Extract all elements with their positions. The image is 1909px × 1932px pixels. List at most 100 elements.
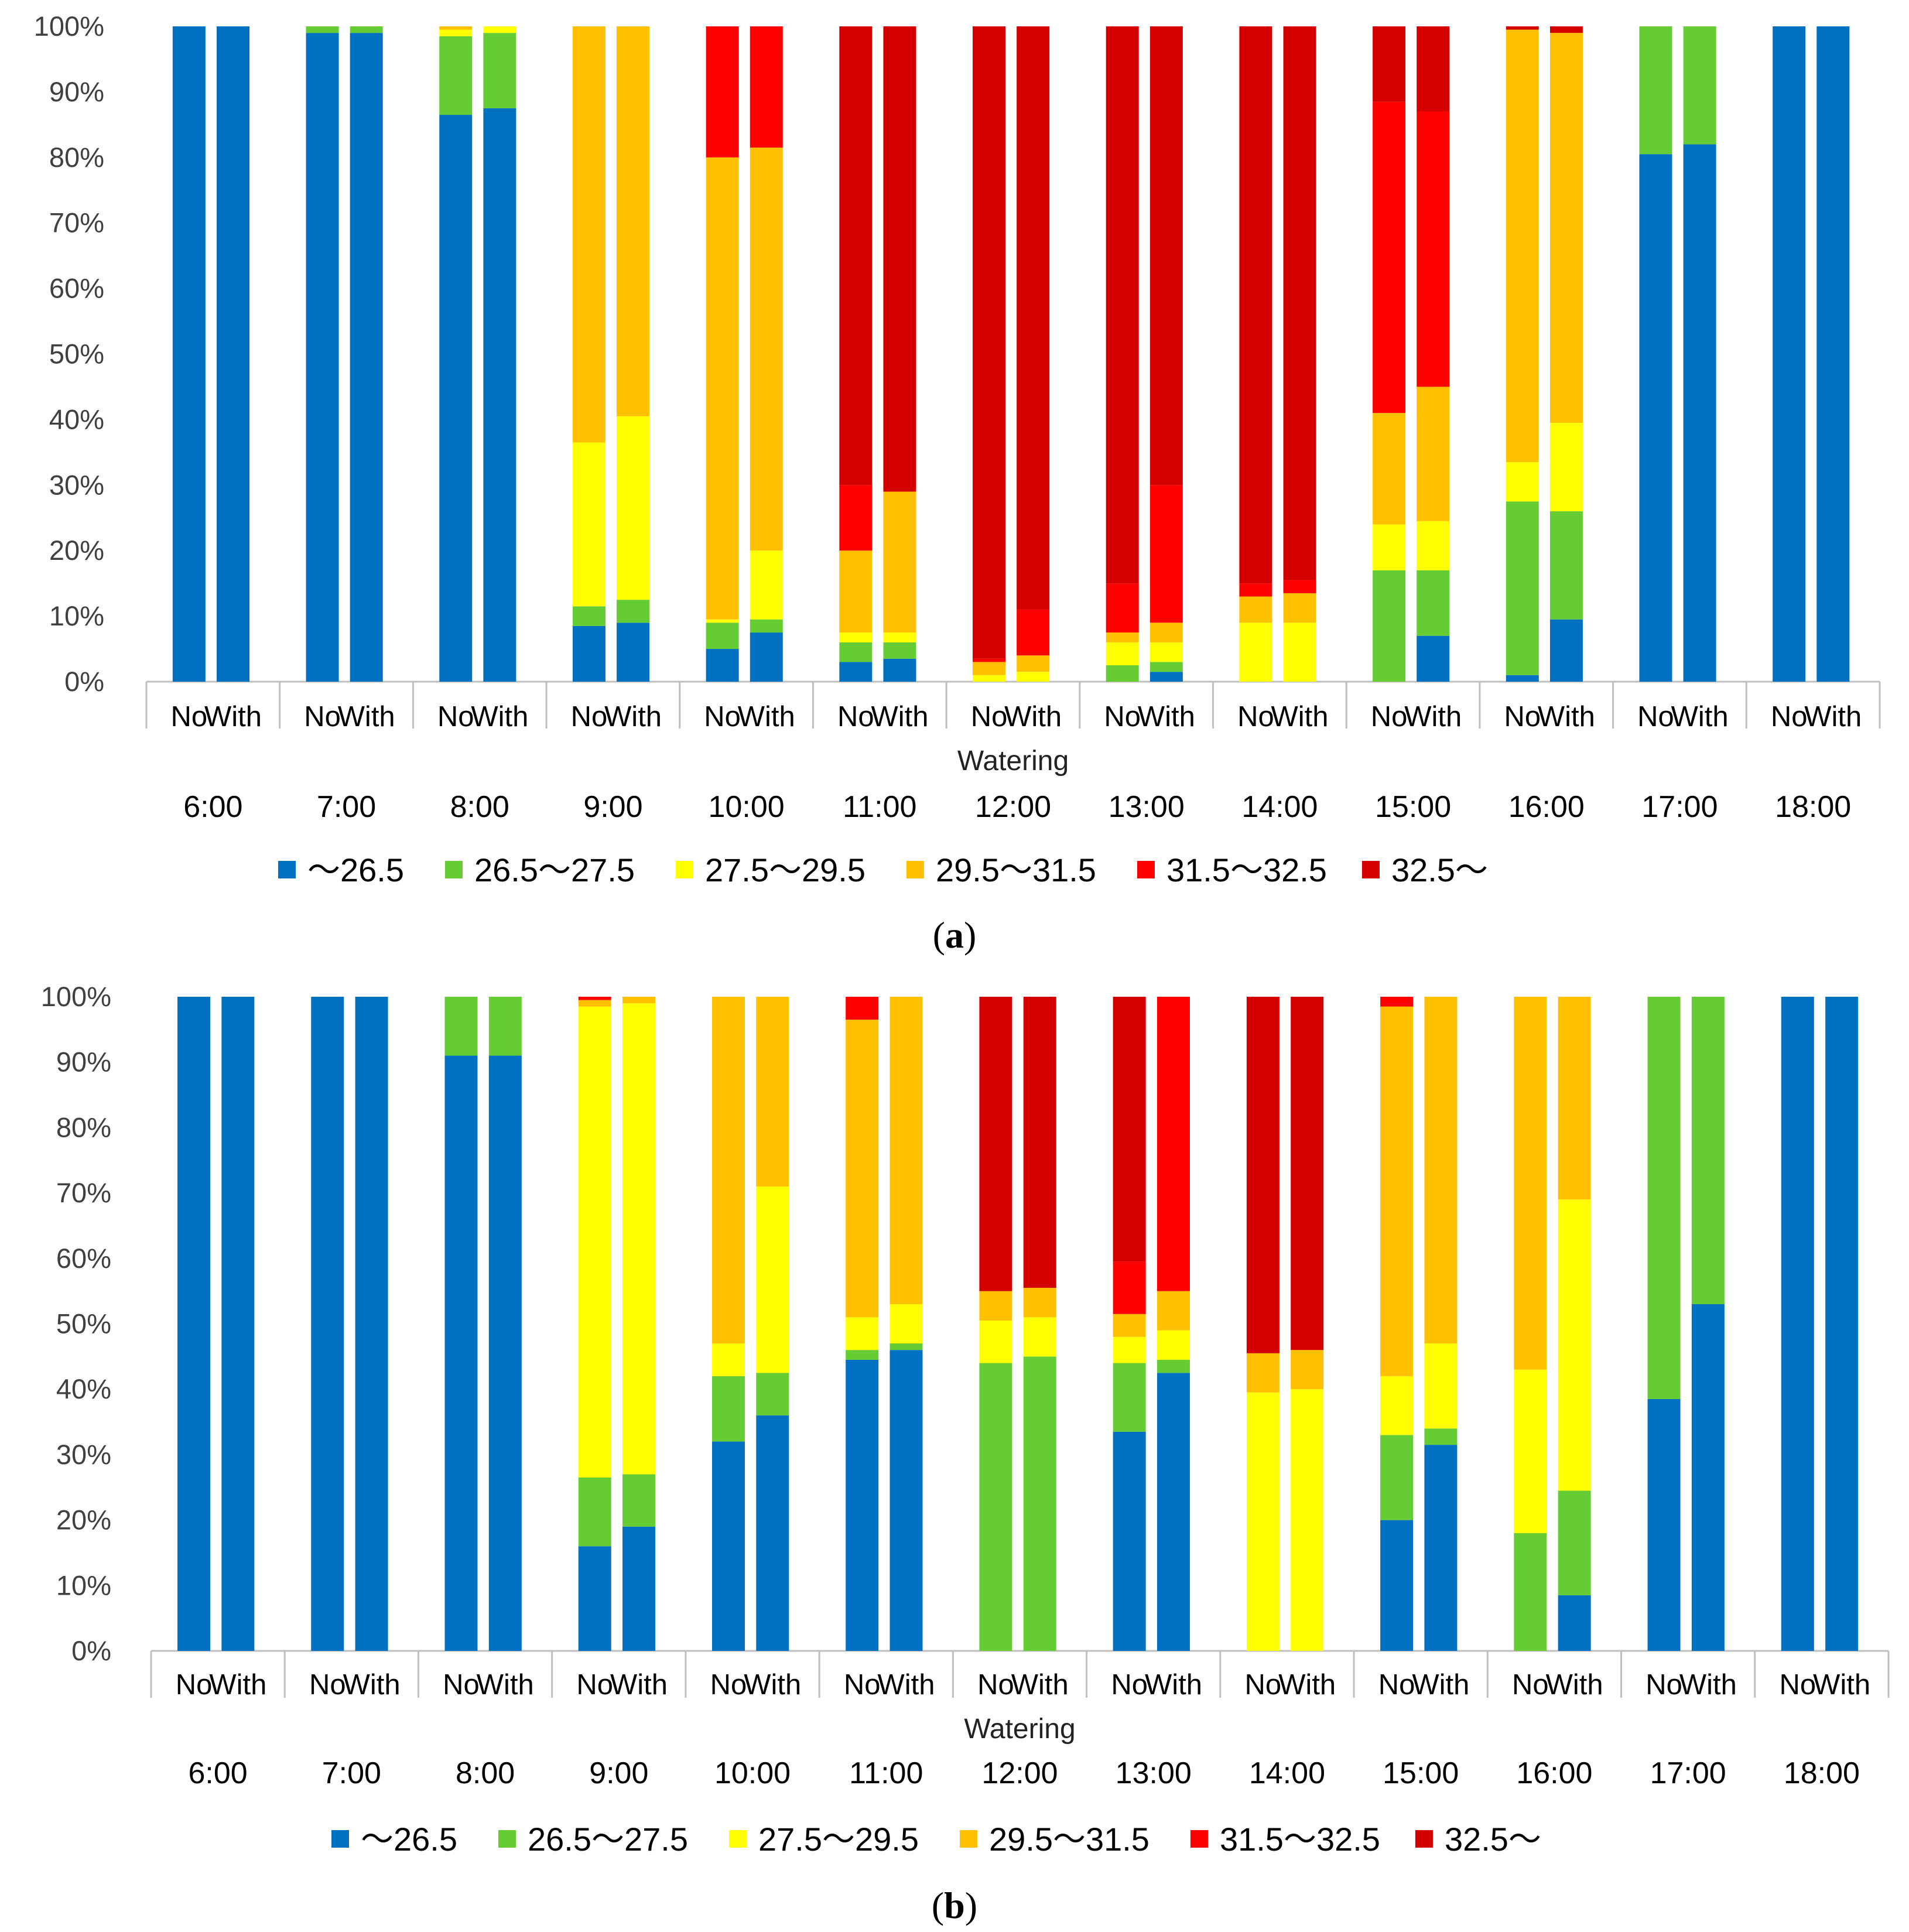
bar-segment-12:00-No-s5 <box>973 26 1006 659</box>
bar-segment-15:00-With-s5 <box>1417 26 1450 112</box>
bar-segment-8:00-No-s3 <box>439 26 473 30</box>
y-tick-label: 60% <box>56 1243 111 1274</box>
group-label: 10:00 <box>709 790 785 824</box>
bar-segment-16:00-With-s0 <box>1558 1595 1591 1651</box>
bar-segment-17:00-With-s0 <box>1691 1304 1725 1651</box>
legend-label: 29.5～31.5 <box>936 852 1096 888</box>
legend-label: 29.5～31.5 <box>989 1821 1149 1858</box>
bar-segment-8:00-No-s0 <box>439 115 473 682</box>
legend-label: 31.5～32.5 <box>1220 1821 1380 1858</box>
legend-swatch <box>445 861 463 878</box>
bar-category-label: With <box>871 701 928 733</box>
bar-category-label: With <box>610 1669 668 1701</box>
bar-segment-11:00-With-s0 <box>890 1350 923 1651</box>
bar-segment-18:00-With-s0 <box>1816 26 1850 682</box>
panel-letter: b <box>944 1885 965 1926</box>
bar-segment-14:00-With-s3 <box>1291 1350 1324 1390</box>
bar-segment-12:00-No-s3 <box>979 1291 1012 1321</box>
bar-category-label: No <box>1771 701 1808 733</box>
group-label: 12:00 <box>975 790 1051 824</box>
bar-segment-10:00-With-s0 <box>756 1415 789 1651</box>
legend-swatch <box>675 861 693 878</box>
bar-category-label: No <box>1378 1669 1415 1701</box>
group-label: 10:00 <box>714 1756 791 1790</box>
x-axis-title: Watering <box>964 1714 1075 1745</box>
group-label: 8:00 <box>456 1756 515 1790</box>
bar-segment-15:00-With-s2 <box>1417 521 1450 570</box>
bar-segment-15:00-No-s4 <box>1373 101 1406 413</box>
bar-segment-15:00-No-s2 <box>1380 1376 1414 1435</box>
bar-segment-13:00-No-s2 <box>1106 642 1139 666</box>
bar-category-label: No <box>971 701 1008 733</box>
bar-segment-11:00-With-s2 <box>883 632 916 642</box>
bar-segment-9:00-With-s0 <box>617 623 650 682</box>
bar-category-label: No <box>176 1669 213 1701</box>
bar-segment-11:00-With-s1 <box>883 642 916 659</box>
bar-category-label: With <box>1145 1669 1202 1701</box>
bar-segment-11:00-No-s1 <box>846 1350 879 1360</box>
bar-segment-16:00-With-s2 <box>1558 1199 1591 1491</box>
legend-label: ～26.5 <box>361 1821 457 1858</box>
y-tick-label: 10% <box>56 1569 111 1601</box>
bar-category-label: No <box>977 1669 1014 1701</box>
bar-category-label: With <box>204 701 262 733</box>
bar-segment-18:00-No-s0 <box>1781 997 1814 1651</box>
bar-segment-9:00-With-s3 <box>622 997 656 1004</box>
y-tick-label: 70% <box>49 207 104 238</box>
bar-category-label: No <box>710 1669 747 1701</box>
bar-segment-13:00-No-s5 <box>1113 997 1146 1262</box>
bar-segment-13:00-With-s0 <box>1157 1373 1190 1651</box>
bar-segment-10:00-With-s2 <box>750 550 783 620</box>
y-tick-label: 80% <box>49 142 104 173</box>
group-label: 7:00 <box>317 790 376 824</box>
bar-segment-10:00-With-s1 <box>756 1373 789 1415</box>
group-label: 16:00 <box>1508 790 1585 824</box>
bar-segment-10:00-No-s2 <box>706 619 739 623</box>
bar-segment-9:00-With-s3 <box>617 26 650 416</box>
bar-segment-16:00-With-s5 <box>1549 26 1583 33</box>
bar-segment-13:00-With-s3 <box>1149 623 1183 642</box>
legend-swatch <box>1361 861 1380 878</box>
legend-swatch <box>1137 861 1155 878</box>
bar-segment-16:00-No-s1 <box>1506 501 1539 675</box>
bar-segment-8:00-With-s1 <box>483 33 516 108</box>
y-tick-label: 10% <box>49 600 104 631</box>
bar-segment-13:00-With-s5 <box>1149 26 1183 485</box>
bar-segment-13:00-No-s1 <box>1106 665 1139 682</box>
bar-category-label: With <box>338 701 395 733</box>
bar-category-label: With <box>1278 1669 1336 1701</box>
y-tick-label: 0% <box>64 666 104 697</box>
bar-segment-12:00-No-s2 <box>973 675 1006 682</box>
legend-label: 26.5～27.5 <box>528 1821 688 1858</box>
bar-segment-15:00-No-s5 <box>1373 26 1406 102</box>
y-tick-label: 20% <box>49 535 104 566</box>
bar-segment-16:00-With-s3 <box>1549 33 1583 423</box>
bar-segment-10:00-With-s2 <box>756 1186 789 1373</box>
bar-segment-9:00-No-s3 <box>578 1000 611 1007</box>
bar-segment-15:00-No-s1 <box>1380 1435 1414 1520</box>
y-tick-label: 50% <box>49 338 104 370</box>
bar-category-label: With <box>1671 701 1729 733</box>
bar-segment-9:00-No-s1 <box>572 606 605 626</box>
bar-segment-15:00-With-s4 <box>1417 111 1450 387</box>
y-tick-label: 30% <box>56 1439 111 1470</box>
bar-segment-12:00-No-s5 <box>979 997 1012 1291</box>
legend-swatch <box>278 861 296 878</box>
x-axis-title: Watering <box>957 746 1069 777</box>
bar-segment-16:00-With-s3 <box>1558 997 1591 1200</box>
bar-segment-12:00-With-s3 <box>1017 655 1050 672</box>
y-tick-label: 20% <box>56 1504 111 1536</box>
bar-segment-12:00-With-s3 <box>1023 1288 1056 1318</box>
bar-segment-10:00-With-s1 <box>750 619 783 633</box>
bar-segment-11:00-With-s2 <box>890 1304 923 1344</box>
group-label: 17:00 <box>1650 1756 1726 1790</box>
bar-segment-16:00-No-s0 <box>1506 675 1539 682</box>
bar-segment-12:00-No-s3 <box>973 662 1006 675</box>
bar-segment-13:00-No-s0 <box>1113 1431 1146 1651</box>
bar-segment-12:00-With-s5 <box>1023 997 1056 1288</box>
bar-segment-17:00-With-s1 <box>1683 26 1716 145</box>
bar-category-label: With <box>471 701 528 733</box>
bar-segment-11:00-No-s3 <box>839 550 873 633</box>
y-tick-label: 40% <box>49 404 104 435</box>
group-label: 6:00 <box>189 1756 248 1790</box>
